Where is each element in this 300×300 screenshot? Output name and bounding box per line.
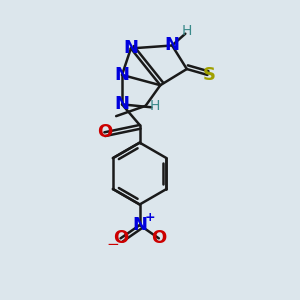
Text: −: − xyxy=(106,237,119,252)
Text: N: N xyxy=(132,216,147,234)
Text: O: O xyxy=(151,229,166,247)
Text: H: H xyxy=(182,24,192,38)
Text: +: + xyxy=(145,211,155,224)
Text: O: O xyxy=(113,229,128,247)
Text: H: H xyxy=(149,99,160,113)
Text: N: N xyxy=(165,37,180,55)
Text: S: S xyxy=(202,66,215,84)
Text: N: N xyxy=(115,66,130,84)
Text: O: O xyxy=(97,123,112,141)
Text: N: N xyxy=(123,39,138,57)
Text: N: N xyxy=(115,95,130,113)
